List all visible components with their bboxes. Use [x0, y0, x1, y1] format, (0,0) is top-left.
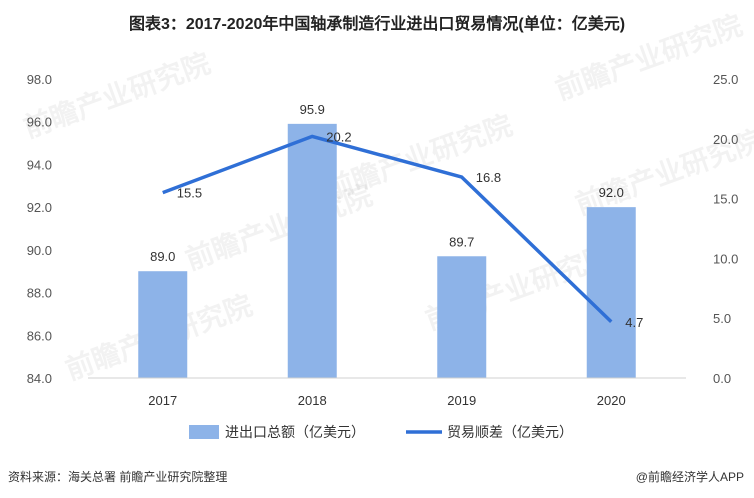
x-tick-label: 2020 — [597, 393, 626, 408]
bar — [138, 271, 188, 378]
y-left-tick-label: 88.0 — [27, 286, 52, 301]
x-tick-label: 2018 — [298, 393, 327, 408]
chart-title: 图表3：2017-2020年中国轴承制造行业进出口贸易情况(单位：亿美元) — [128, 16, 626, 33]
line-value-label: 20.2 — [326, 129, 351, 144]
y-right-tick-label: 10.0 — [713, 251, 738, 266]
bar — [437, 256, 487, 378]
brand-credit: @前瞻经济学人APP — [635, 470, 744, 484]
watermark-text: 前瞻产业研究院 — [551, 9, 746, 107]
y-left-tick-label: 94.0 — [27, 157, 52, 172]
y-right-tick-label: 0.0 — [713, 371, 731, 386]
y-right-tick-label: 15.0 — [713, 192, 738, 207]
legend-label-bar: 进出口总额（亿美元） — [225, 424, 365, 440]
bar-value-label: 92.0 — [599, 185, 624, 200]
y-left-tick-label: 96.0 — [27, 115, 52, 130]
source-note: 资料来源：海关总署 前瞻产业研究院整理 — [8, 470, 228, 484]
bar-value-label: 89.0 — [150, 249, 175, 264]
y-left-tick-label: 98.0 — [27, 72, 52, 87]
y-left-tick-label: 86.0 — [27, 328, 52, 343]
bar — [287, 123, 337, 378]
bar — [586, 207, 636, 378]
line-value-label: 4.7 — [625, 315, 643, 330]
x-tick-label: 2019 — [447, 393, 476, 408]
bar-value-label: 95.9 — [300, 102, 325, 117]
watermark-text: 前瞻产业研究院 — [321, 109, 516, 207]
line-series — [162, 134, 613, 324]
bar-value-label: 89.7 — [449, 234, 474, 249]
y-left-tick-label: 84.0 — [27, 371, 52, 386]
legend-label-line: 贸易顺差（亿美元） — [447, 424, 573, 440]
watermark-text: 前瞻产业研究院 — [19, 47, 214, 145]
legend-swatch-bar — [189, 425, 219, 439]
y-right-tick-label: 5.0 — [713, 311, 731, 326]
y-right-tick-label: 20.0 — [713, 132, 738, 147]
x-tick-label: 2017 — [148, 393, 177, 408]
line-value-label: 15.5 — [177, 186, 202, 201]
y-left-tick-label: 90.0 — [27, 243, 52, 258]
y-left-tick-label: 92.0 — [27, 200, 52, 215]
y-right-tick-label: 25.0 — [713, 72, 738, 87]
line-value-label: 16.8 — [476, 170, 501, 185]
